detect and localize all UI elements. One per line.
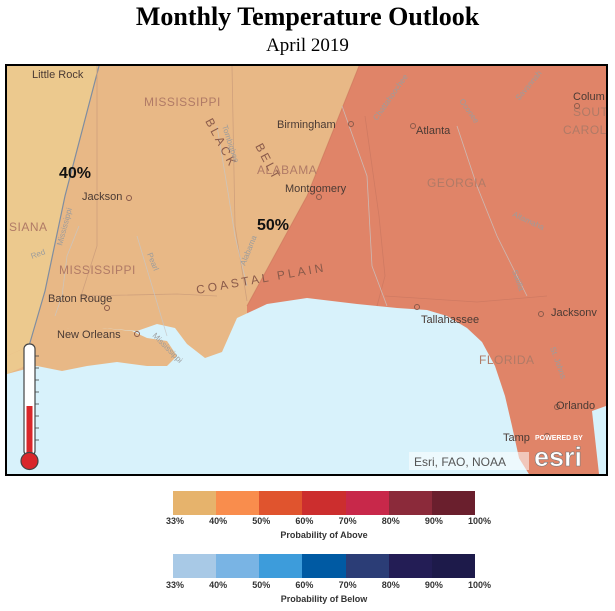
city-dot-orlando	[554, 404, 560, 410]
esri-logo[interactable]: POWERED BY esri	[534, 435, 583, 472]
legend-above-swatches	[173, 491, 475, 515]
city-label-montgomery: Montgomery	[285, 183, 347, 195]
legend-above-tick: 90%	[424, 516, 443, 526]
legend-below-tick: 40%	[209, 580, 228, 590]
city-label-jackson: Jackson	[82, 191, 122, 203]
city-dot-baton-rouge	[104, 305, 110, 311]
legend-below-caption: Probability of Below	[280, 594, 368, 604]
city-label-baton-rouge: Baton Rouge	[48, 293, 112, 305]
legend-below-swatch	[302, 554, 346, 578]
florida-peninsula	[519, 276, 606, 474]
state-label-mississippi-south: MISSISSIPPI	[59, 263, 136, 277]
state-label-georgia: GEORGIA	[427, 176, 487, 190]
page-subtitle: April 2019	[266, 35, 349, 56]
legend-below-ticks: 33% 40% 50% 60% 70% 80% 90% 100%	[162, 580, 492, 594]
city-dot-atlanta	[410, 123, 416, 129]
legend-above-swatch	[388, 491, 432, 515]
state-label-carolina-2: CAROL	[563, 123, 606, 137]
rivers	[54, 105, 528, 337]
legend-above-caption: Probability of Above	[280, 530, 368, 540]
thermometer-icon	[20, 343, 39, 471]
legend-below-swatch	[345, 554, 389, 578]
state-label-florida: FLORIDA	[479, 353, 535, 367]
legend-below-swatch	[388, 554, 432, 578]
city-dot-birmingham	[348, 121, 354, 127]
probability-label-40: 40%	[59, 165, 91, 182]
legend-above-tick: 33%	[166, 516, 185, 526]
legend-below-tick: 100%	[468, 580, 492, 590]
city-label-birmingham: Birmingham	[277, 119, 336, 131]
city-dot-new-orleans	[134, 331, 140, 337]
state-label-mississippi-north: MISSISSIPPI	[144, 95, 221, 109]
legend-above-tick: 60%	[295, 516, 314, 526]
legend-above-tick: 50%	[252, 516, 271, 526]
legend-below-swatches	[173, 554, 475, 578]
city-dot-jackson	[126, 195, 132, 201]
city-label-tampa: Tamp	[503, 432, 530, 444]
legend-below-tick: 50%	[252, 580, 271, 590]
esri-wordmark: esri	[534, 442, 582, 472]
legend-below-tick: 70%	[338, 580, 357, 590]
legend-above-swatch	[302, 491, 346, 515]
city-label-columbia: Colum	[573, 91, 605, 103]
legend-below-tick: 90%	[424, 580, 443, 590]
legend-below-tick: 80%	[381, 580, 400, 590]
state-border-ms-west	[80, 66, 98, 302]
city-dot-jacksonville	[538, 311, 544, 317]
legend-below-tick: 33%	[166, 580, 185, 590]
city-dot-montgomery	[316, 194, 322, 200]
zone-boundary-40	[28, 66, 100, 347]
legend-below-swatch	[173, 554, 217, 578]
legend-above-tick: 80%	[381, 516, 400, 526]
zone-33-area	[7, 66, 99, 356]
legend-below-swatch	[431, 554, 475, 578]
state-label-carolina-1: SOUT	[573, 105, 606, 119]
louisiana-coast	[7, 328, 177, 374]
city-label-atlanta: Atlanta	[416, 125, 451, 137]
legend-above-tick: 40%	[209, 516, 228, 526]
zone-boundary-50	[246, 66, 360, 307]
legend-above-swatch	[173, 491, 217, 515]
state-border-ms-al	[231, 66, 248, 302]
legend-below-swatch	[216, 554, 260, 578]
page-title: Monthly Temperature Outlook	[135, 2, 480, 31]
city-label-tallahassee: Tallahassee	[421, 314, 479, 326]
city-label-jacksonville: Jacksonv	[551, 307, 597, 319]
outlook-map[interactable]: MISSISSIPPI MISSISSIPPI ALABAMA GEORGIA …	[5, 64, 608, 476]
city-label-new-orleans: New Orleans	[57, 329, 121, 341]
state-label-alabama: ALABAMA	[257, 163, 317, 177]
city-label-orlando: Orlando	[556, 400, 595, 412]
legend-above-tick: 70%	[338, 516, 357, 526]
probability-label-50: 50%	[257, 217, 289, 234]
atlantic-water	[592, 406, 606, 474]
state-label-louisiana: SIANA	[9, 220, 48, 234]
legend-below-swatch	[259, 554, 303, 578]
legend-above-swatch	[345, 491, 389, 515]
city-label-little-rock: Little Rock	[32, 69, 84, 81]
city-dot-tallahassee	[414, 304, 420, 310]
city-dot-columbia	[574, 103, 580, 109]
state-border-ga-fl	[384, 295, 548, 303]
legend-below-tick: 60%	[295, 580, 314, 590]
legend-above-swatch	[431, 491, 475, 515]
city-dot-tampa	[544, 433, 550, 439]
legend-above-swatch	[216, 491, 260, 515]
legend-above-ticks: 33% 40% 50% 60% 70% 80% 90% 100%	[162, 516, 492, 530]
legend-above-swatch	[259, 491, 303, 515]
legend-above-tick: 100%	[468, 516, 492, 526]
map-attribution: Esri, FAO, NOAA	[414, 455, 506, 469]
powered-by-label: POWERED BY	[535, 435, 583, 442]
